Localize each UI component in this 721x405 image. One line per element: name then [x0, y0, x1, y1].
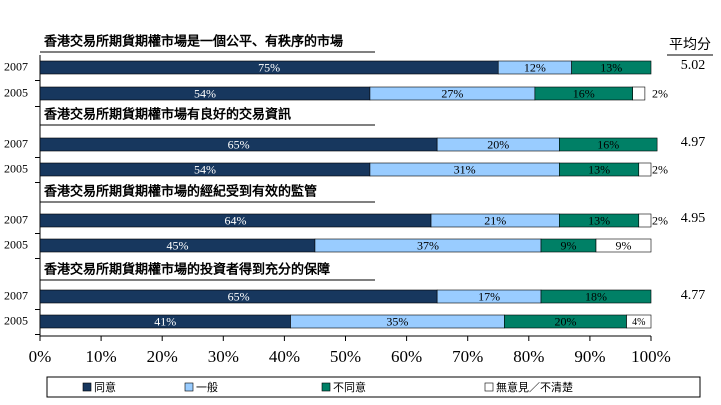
x-tick-label: 70%	[452, 347, 483, 366]
x-tick-label: 20%	[147, 347, 178, 366]
value-label: 65%	[228, 289, 250, 303]
bar-segment	[540, 289, 652, 304]
group-title: 香港交易所期貨期權市場的投資者得到充分的保障	[43, 262, 330, 278]
value-label: 27%	[441, 86, 463, 100]
x-tick-label: 90%	[574, 347, 605, 366]
value-label: 13%	[588, 162, 610, 176]
value-label: 65%	[228, 137, 250, 151]
value-label: 13%	[588, 213, 610, 227]
value-label: 54%	[194, 86, 216, 100]
group-title: 香港交易所期貨期權市場是一個公平、有秩序的市場	[43, 34, 343, 50]
x-tick-label: 30%	[208, 347, 239, 366]
value-label: 20%	[487, 137, 509, 151]
value-label: 13%	[600, 60, 622, 74]
value-label: 9%	[616, 238, 632, 252]
row-label: 2007	[4, 288, 28, 302]
value-label: 16%	[597, 137, 619, 151]
legend-swatch	[321, 382, 331, 392]
legend-label: 一般	[196, 381, 218, 394]
legend-label: 無意見／不清楚	[496, 380, 573, 394]
value-label: 31%	[454, 162, 476, 176]
value-label: 54%	[194, 162, 216, 176]
value-label: 75%	[258, 60, 280, 74]
group-title: 香港交易所期貨期權市場有良好的交易資訊	[43, 107, 291, 123]
value-label: 12%	[524, 60, 546, 74]
row-label: 2005	[4, 161, 28, 175]
x-tick-label: 40%	[269, 347, 300, 366]
value-label: 2%	[652, 86, 668, 100]
legend-box	[46, 376, 701, 398]
bar-segment	[595, 238, 652, 253]
legend-swatch	[484, 382, 494, 392]
x-tick-label: 80%	[513, 347, 544, 366]
row-label: 2005	[4, 237, 28, 251]
average-score: 4.95	[681, 211, 706, 226]
value-label: 2%	[652, 213, 668, 227]
value-label: 16%	[573, 86, 595, 100]
row-label: 2005	[4, 313, 28, 327]
value-label: 4%	[632, 317, 645, 328]
value-label: 17%	[478, 289, 500, 303]
x-tick-label: 50%	[330, 347, 361, 366]
x-tick-label: 60%	[391, 347, 422, 366]
bar-segment	[638, 162, 652, 177]
value-label: 64%	[225, 213, 247, 227]
average-score: 5.02	[681, 58, 706, 73]
value-label: 9%	[561, 238, 577, 252]
group-title: 香港交易所期貨期權市場的經紀受到有效的監管	[43, 184, 317, 200]
average-score: 4.97	[681, 135, 706, 150]
average-score: 4.77	[681, 288, 706, 303]
value-label: 45%	[166, 238, 188, 252]
bar-segment	[638, 213, 652, 228]
value-label: 21%	[484, 213, 506, 227]
bar-segment	[626, 314, 652, 329]
x-tick-label: 100%	[631, 347, 671, 366]
value-label: 41%	[154, 314, 176, 328]
value-label: 18%	[585, 289, 607, 303]
legend-swatch	[82, 382, 92, 392]
row-label: 2007	[4, 136, 28, 150]
value-label: 2%	[652, 162, 668, 176]
legend-label: 不同意	[333, 380, 366, 394]
x-tick-label: 0%	[29, 347, 52, 366]
row-label: 2005	[4, 85, 28, 99]
row-label: 2007	[4, 212, 28, 226]
value-label: 37%	[417, 238, 439, 252]
value-label: 20%	[554, 314, 576, 328]
x-tick-label: 10%	[86, 347, 117, 366]
value-label: 35%	[386, 314, 408, 328]
bar-segment	[559, 137, 658, 152]
bar-segment	[632, 86, 646, 101]
row-label: 2007	[4, 59, 28, 73]
bar-segment	[571, 60, 652, 75]
legend-swatch	[184, 382, 194, 392]
average-header: 平均分	[669, 37, 711, 53]
legend-label: 同意	[94, 380, 116, 394]
